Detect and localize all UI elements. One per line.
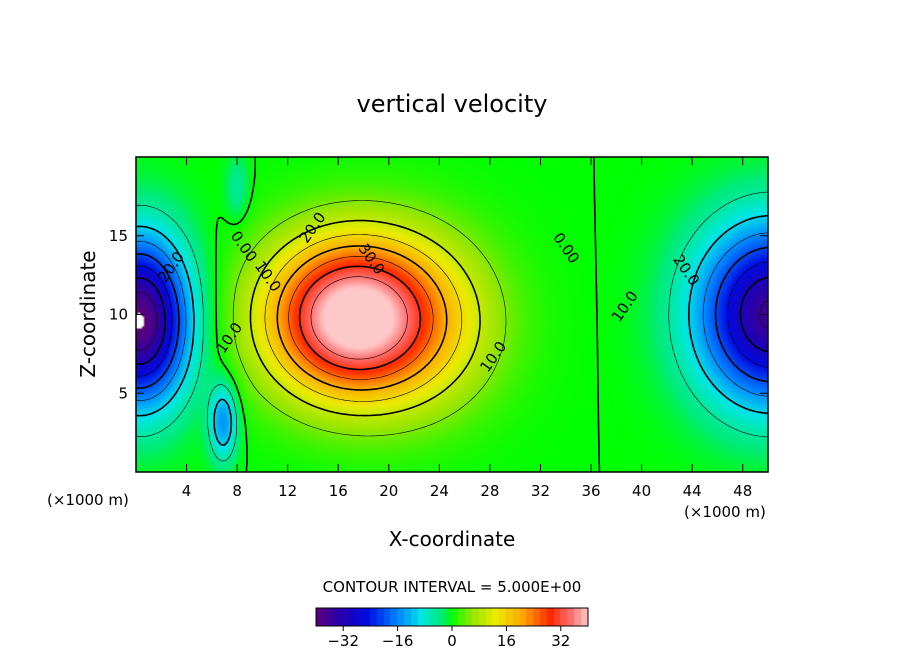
x-tick-label: 4: [182, 482, 192, 500]
colorbar-gradient: [316, 608, 588, 626]
x-tick-label: 28: [480, 482, 499, 500]
colorbar-tick-label: −32: [327, 632, 359, 650]
contour-line: [215, 157, 601, 473]
contour-line: [310, 276, 408, 360]
contour-line: [135, 276, 769, 365]
x-axis-label: X-coordinate: [389, 527, 516, 551]
contour-line: [135, 261, 769, 377]
contour-line: [232, 200, 507, 437]
colorbar: −32 −16 0 16 32: [315, 607, 589, 650]
contour-line: [135, 191, 769, 462]
x-tick-label: 20: [379, 482, 398, 500]
colorbar-tick-label: −16: [382, 632, 414, 650]
x-tick-label: 48: [733, 482, 752, 500]
contour-interval-text: CONTOUR INTERVAL = 5.000E+00: [323, 578, 582, 596]
vertical-velocity-field: [136, 157, 768, 472]
x-tick-label: 32: [531, 482, 550, 500]
x-tick-label: 44: [683, 482, 702, 500]
x-tick-label: 12: [278, 482, 297, 500]
colorbar-ticks: −32 −16 0 16 32: [327, 626, 570, 650]
x-tick-label: 16: [329, 482, 348, 500]
contour-line: [135, 214, 769, 446]
colorbar-tick-label: 32: [551, 632, 570, 650]
contour-line: [288, 256, 434, 380]
x-tick-label: 36: [581, 482, 600, 500]
chart-title: vertical velocity: [357, 90, 548, 118]
y-tick-label: 5: [118, 384, 128, 402]
contour-line: [135, 232, 769, 401]
y-axis: 5 10 15: [109, 227, 768, 402]
x-axis: 4 8 12 16 20 24 28 32 36 40 44 48: [182, 157, 752, 500]
y-axis-label: Z-coordinate: [76, 250, 100, 377]
x-tick-label: 24: [430, 482, 449, 500]
contour-line: [276, 245, 448, 391]
contour-lines: [135, 157, 769, 473]
contour-line: [298, 265, 422, 371]
contour-line: [249, 219, 481, 417]
y-tick-label: 15: [109, 227, 128, 245]
x-unit-left: (×1000 m): [47, 491, 129, 509]
x-unit-right: (×1000 m): [684, 503, 766, 521]
contour-line: [135, 246, 769, 389]
colorbar-tick-label: 16: [497, 632, 516, 650]
contour-line: [264, 234, 463, 402]
colorbar-tick-label: 0: [447, 632, 457, 650]
x-tick-label: 8: [232, 482, 242, 500]
x-tick-label: 40: [632, 482, 651, 500]
y-tick-label: 10: [109, 306, 128, 324]
